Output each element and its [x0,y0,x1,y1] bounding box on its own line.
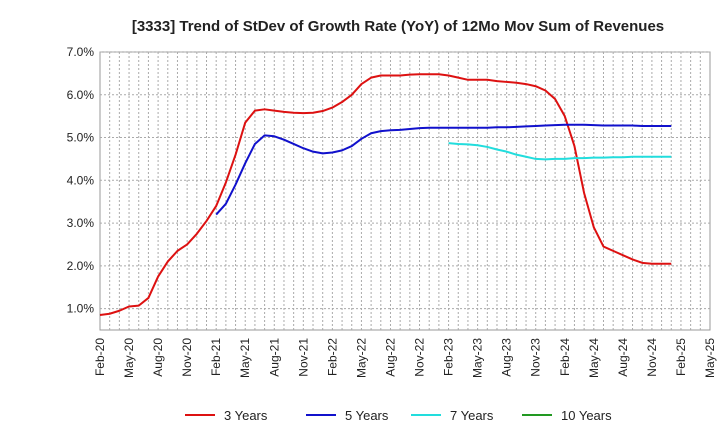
y-tick-label: 3.0% [67,216,95,230]
x-tick-label: May-23 [471,338,485,378]
x-tick-label: May-21 [238,338,252,378]
x-tick-label: Aug-23 [500,338,514,377]
x-tick-label: Nov-22 [413,338,427,377]
y-tick-label: 4.0% [67,173,95,187]
legend-label: 5 Years [345,408,389,423]
x-tick-label: May-24 [587,338,601,378]
x-tick-label: Feb-21 [209,338,223,376]
series-lines [99,73,672,317]
series-line-3-years [99,73,672,317]
x-tick-label: May-22 [354,338,368,378]
y-tick-label: 2.0% [67,259,95,273]
x-tick-label: May-25 [703,338,717,378]
x-tick-label: Aug-21 [267,338,281,377]
y-tick-label: 7.0% [67,45,95,59]
x-tick-label: Nov-24 [645,338,659,377]
axis-ticks: 1.0% 2.0% 3.0% 4.0% 5.0% 6.0% 7.0% Feb-20 May-20… [67,45,717,378]
series-line-7-years [448,142,672,161]
legend-label: 3 Years [224,408,268,423]
x-tick-label: Aug-22 [383,338,397,377]
legend-label: 10 Years [561,408,612,423]
y-tick-label: 5.0% [67,131,95,145]
x-tick-label: Feb-24 [558,338,572,376]
x-tick-label: Feb-23 [442,338,456,376]
x-tick-label: Feb-25 [674,338,688,376]
x-tick-label: Feb-20 [93,338,107,376]
y-tick-label: 6.0% [67,88,95,102]
x-tick-label: Nov-20 [180,338,194,377]
chart-title: [3333] Trend of StDev of Growth Rate (Yo… [132,18,664,35]
plot-frame [99,51,711,331]
y-tick-label: 1.0% [67,302,95,316]
grid [100,51,710,330]
legend-label: 7 Years [450,408,494,423]
x-tick-label: Aug-24 [616,338,630,377]
x-tick-label: Nov-23 [529,338,543,377]
x-tick-label: Nov-21 [296,338,310,377]
x-tick-label: Feb-22 [325,338,339,376]
x-tick-label: Aug-20 [151,338,165,377]
legend: 3 Years 5 Years 7 Years 10 Years [185,408,612,423]
series-line-5-years [215,123,672,216]
x-tick-label: May-20 [122,338,136,378]
